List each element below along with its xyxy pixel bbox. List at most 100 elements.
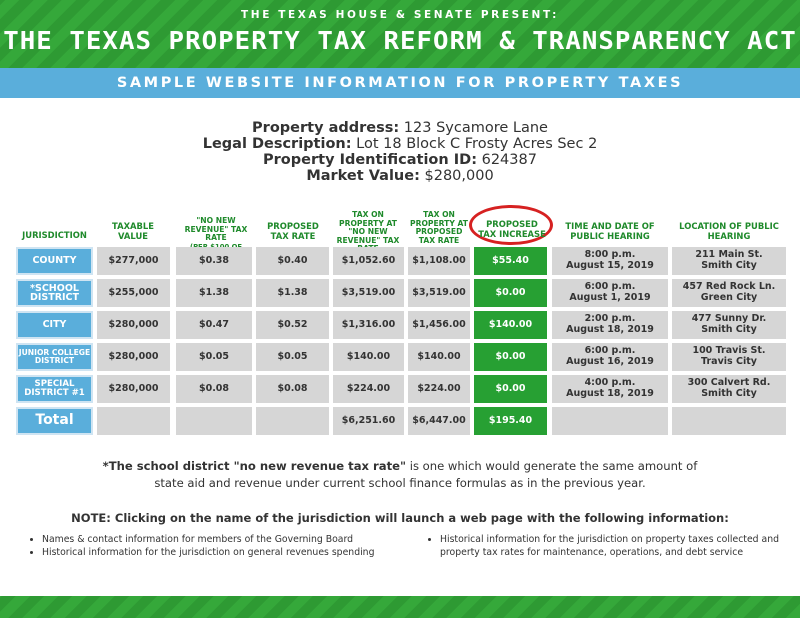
tax-at-proposed-cell: $224.00 bbox=[408, 375, 470, 403]
increase-cell: $55.40 bbox=[474, 247, 547, 275]
list-item: Historical information for the jurisdict… bbox=[42, 546, 397, 559]
hearing-location-cell: 100 Travis St. Travis City bbox=[672, 343, 786, 371]
list-item: Names & contact information for members … bbox=[42, 533, 397, 546]
header-hearing-time: TIME AND DATE OF PUBLIC HEARING bbox=[565, 221, 655, 241]
location-line2: Smith City bbox=[701, 259, 757, 271]
location-line1: 457 Red Rock Ln. bbox=[682, 281, 776, 292]
tax-at-proposed-cell: $3,519.00 bbox=[408, 279, 470, 307]
hearing-time-cell: 8:00 p.m. August 15, 2019 bbox=[552, 247, 668, 275]
address-value: 123 Sycamore Lane bbox=[403, 120, 548, 136]
school-note-rest: is one which would generate the same amo… bbox=[154, 459, 698, 490]
proposed-rate-cell: $0.05 bbox=[256, 343, 329, 371]
legal-value: Lot 18 Block C Frosty Acres Sec 2 bbox=[356, 136, 598, 152]
location-line2: Travis City bbox=[701, 355, 757, 367]
header-jurisdiction: JURISDICTION bbox=[22, 230, 87, 240]
increase-cell: $0.00 bbox=[474, 343, 547, 371]
taxable-value-cell: $255,000 bbox=[97, 279, 170, 307]
jurisdiction-link-special-district[interactable]: SPECIAL DISTRICT #1 bbox=[16, 375, 93, 403]
presents-line: THE TEXAS HOUSE & SENATE PRESENT: bbox=[241, 9, 559, 21]
location-line1: 211 Main St. bbox=[695, 249, 763, 260]
increase-cell: $0.00 bbox=[474, 279, 547, 307]
taxable-value-cell: $280,000 bbox=[97, 343, 170, 371]
hearing-time: 2:00 p.m. bbox=[584, 313, 636, 324]
tax-at-nnr-cell: $1,052.60 bbox=[333, 247, 404, 275]
header-banner: THE TEXAS HOUSE & SENATE PRESENT: THE TE… bbox=[0, 0, 800, 68]
proposed-rate-cell: $0.40 bbox=[256, 247, 329, 275]
location-line1: 477 Sunny Dr. bbox=[691, 313, 767, 324]
header-hearing-location: LOCATION OF PUBLIC HEARING bbox=[679, 221, 779, 241]
hearing-date: August 1, 2019 bbox=[569, 291, 651, 303]
tax-at-nnr-cell: $224.00 bbox=[333, 375, 404, 403]
property-id-value: 624387 bbox=[481, 152, 537, 168]
legal-label: Legal Description: bbox=[202, 136, 352, 152]
hearing-location-cell: 211 Main St. Smith City bbox=[672, 247, 786, 275]
total-empty-cell bbox=[97, 407, 170, 435]
total-empty-cell bbox=[552, 407, 668, 435]
tax-at-nnr-cell: $140.00 bbox=[333, 343, 404, 371]
highlight-circle bbox=[469, 205, 553, 245]
header-proposed-rate: PROPOSED TAX RATE bbox=[267, 221, 319, 241]
hearing-time: 6:00 p.m. bbox=[584, 345, 636, 356]
taxable-value-cell: $280,000 bbox=[97, 375, 170, 403]
tax-at-nnr-cell: $1,316.00 bbox=[333, 311, 404, 339]
nnr-rate-cell: $0.38 bbox=[176, 247, 252, 275]
header-taxable-value: TAXABLE VALUE bbox=[112, 221, 154, 241]
tax-at-nnr-cell: $3,519.00 bbox=[333, 279, 404, 307]
school-district-note: *The school district "no new revenue tax… bbox=[0, 458, 800, 491]
proposed-rate-cell: $0.08 bbox=[256, 375, 329, 403]
jurisdiction-link-school-district[interactable]: *SCHOOL DISTRICT bbox=[16, 279, 93, 307]
act-title: THE TEXAS PROPERTY TAX REFORM & TRANSPAR… bbox=[3, 26, 797, 55]
location-line2: Smith City bbox=[701, 387, 757, 399]
location-line2: Smith City bbox=[701, 323, 757, 335]
address-label: Property address: bbox=[252, 120, 400, 136]
tax-at-proposed-cell: $140.00 bbox=[408, 343, 470, 371]
market-value-label: Market Value: bbox=[306, 168, 420, 184]
click-note: NOTE: Clicking on the name of the jurisd… bbox=[71, 511, 729, 525]
header-nnr-rate-title: "NO NEW REVENUE" TAX RATE bbox=[184, 216, 248, 242]
nnr-rate-cell: $0.47 bbox=[176, 311, 252, 339]
total-empty-cell bbox=[256, 407, 329, 435]
total-increase: $195.40 bbox=[474, 407, 547, 435]
proposed-rate-cell: $1.38 bbox=[256, 279, 329, 307]
hearing-date: August 18, 2019 bbox=[566, 323, 654, 335]
total-empty-cell bbox=[176, 407, 252, 435]
proposed-rate-cell: $0.52 bbox=[256, 311, 329, 339]
header-tax-at-proposed: TAX ON PROPERTY AT PROPOSED TAX RATE bbox=[410, 210, 468, 245]
hearing-time: 8:00 p.m. bbox=[584, 249, 636, 260]
hearing-location-cell: 477 Sunny Dr. Smith City bbox=[672, 311, 786, 339]
hearing-location-cell: 457 Red Rock Ln. Green City bbox=[672, 279, 786, 307]
tax-at-proposed-cell: $1,456.00 bbox=[408, 311, 470, 339]
increase-cell: $140.00 bbox=[474, 311, 547, 339]
total-empty-cell bbox=[672, 407, 786, 435]
market-value: $280,000 bbox=[424, 168, 494, 184]
hearing-time-cell: 2:00 p.m. August 18, 2019 bbox=[552, 311, 668, 339]
nnr-rate-cell: $0.05 bbox=[176, 343, 252, 371]
header-increase: PROPOSED TAX INCREASE bbox=[478, 219, 546, 239]
total-label: Total bbox=[16, 407, 93, 435]
hearing-time-cell: 4:00 p.m. August 18, 2019 bbox=[552, 375, 668, 403]
list-item: Historical information for the jurisdict… bbox=[440, 533, 795, 559]
hearing-time: 4:00 p.m. bbox=[584, 377, 636, 388]
footer-stripe bbox=[0, 596, 800, 618]
hearing-time-cell: 6:00 p.m. August 16, 2019 bbox=[552, 343, 668, 371]
tax-at-proposed-cell: $1,108.00 bbox=[408, 247, 470, 275]
hearing-date: August 16, 2019 bbox=[566, 355, 654, 367]
total-tax-at-nnr: $6,251.60 bbox=[333, 407, 404, 435]
bullet-list-right: Historical information for the jurisdict… bbox=[428, 533, 795, 559]
property-info: Property address: 123 Sycamore Lane Lega… bbox=[0, 120, 800, 184]
nnr-rate-cell: $1.38 bbox=[176, 279, 252, 307]
jurisdiction-link-junior-college[interactable]: JUNIOR COLLEGE DISTRICT bbox=[16, 343, 93, 371]
location-line2: Green City bbox=[700, 291, 758, 303]
jurisdiction-link-county[interactable]: COUNTY bbox=[16, 247, 93, 275]
total-tax-at-proposed: $6,447.00 bbox=[408, 407, 470, 435]
taxable-value-cell: $280,000 bbox=[97, 311, 170, 339]
school-note-bold: *The school district "no new revenue tax… bbox=[102, 459, 407, 473]
property-id-label: Property Identification ID: bbox=[263, 152, 477, 168]
hearing-location-cell: 300 Calvert Rd. Smith City bbox=[672, 375, 786, 403]
location-line1: 300 Calvert Rd. bbox=[687, 377, 771, 388]
nnr-rate-cell: $0.08 bbox=[176, 375, 252, 403]
location-line1: 100 Travis St. bbox=[692, 345, 766, 356]
hearing-time-cell: 6:00 p.m. August 1, 2019 bbox=[552, 279, 668, 307]
hearing-date: August 15, 2019 bbox=[566, 259, 654, 271]
jurisdiction-link-city[interactable]: CITY bbox=[16, 311, 93, 339]
